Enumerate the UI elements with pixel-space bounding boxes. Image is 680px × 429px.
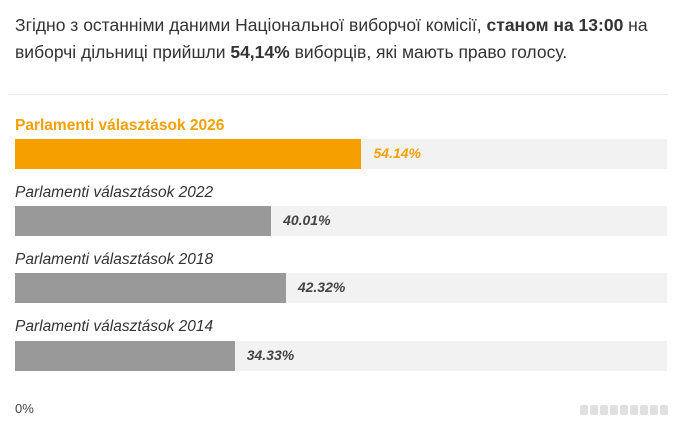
- bar: [15, 273, 286, 303]
- intro-part-2: на виборчі дільниці прийшли: [15, 15, 648, 62]
- value-label: 40.01%: [283, 212, 331, 228]
- value-label: 34.33%: [246, 347, 295, 363]
- x-axis-min-label: 0%: [15, 401, 34, 416]
- watermark-icon: [580, 405, 670, 417]
- bar-track: 42.32%: [15, 273, 667, 303]
- intro-part-1: Згідно з останніми даними Національної в…: [15, 15, 487, 35]
- intro-text: Згідно з останніми даними Національної в…: [15, 12, 665, 66]
- bar-track: 54.14%: [15, 139, 667, 169]
- category-label: Parlamenti választások 2014: [15, 318, 214, 335]
- bar-track: 34.33%: [15, 341, 667, 371]
- intro-bold-time: станом на 13:00: [486, 15, 624, 35]
- intro-bold-percent: 54,14%: [230, 42, 290, 62]
- category-label: Parlamenti választások 2018: [15, 251, 214, 268]
- separator-line: [8, 94, 668, 95]
- value-label: 54.14%: [373, 145, 421, 161]
- bar: [15, 139, 362, 169]
- category-label: Parlamenti választások 2026: [15, 117, 225, 134]
- category-label: Parlamenti választások 2022: [15, 184, 214, 201]
- bar-track: 40.01%: [15, 206, 667, 236]
- intro-part-3: виборців, які мають право голосу.: [289, 42, 568, 62]
- value-label: 42.32%: [297, 279, 346, 295]
- bar: [15, 206, 272, 236]
- bar: [15, 341, 235, 371]
